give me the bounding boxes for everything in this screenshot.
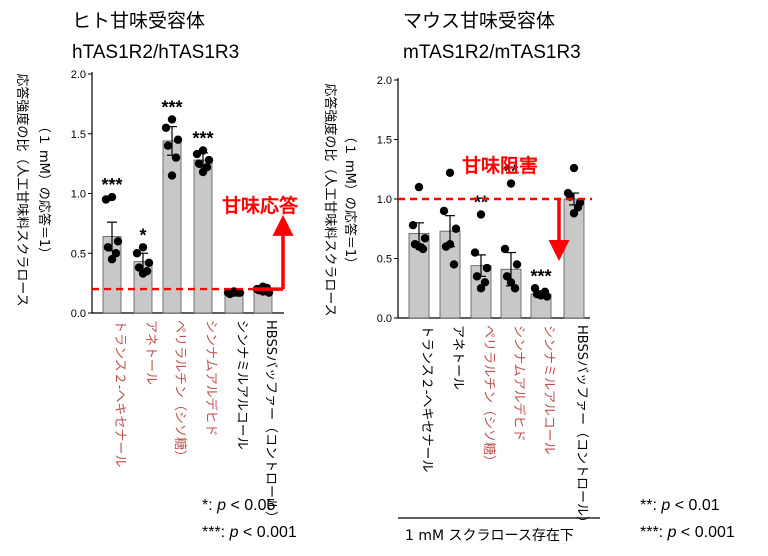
y-tick-label: 0.5 — [71, 248, 86, 260]
data-point — [107, 255, 117, 264]
category-label: HBSSバッファー（コントロール） — [263, 320, 278, 524]
data-point — [476, 284, 486, 293]
data-point — [445, 240, 455, 249]
category-label: シンナミルアルコール — [234, 320, 249, 450]
data-point — [163, 141, 173, 150]
significance-label: ** — [474, 192, 488, 212]
bar — [162, 140, 182, 314]
category-label: ペリラルチン（シソ糖） — [481, 325, 497, 468]
annotation-text: 甘味応答 — [222, 194, 299, 217]
chart-subtitle: hTAS1R2/hTAS1R3 — [72, 42, 239, 63]
data-point — [482, 263, 492, 273]
data-point — [138, 243, 148, 252]
data-point — [476, 210, 486, 219]
data-point — [414, 182, 424, 192]
y-axis-label: 応答強度の比（人工甘味料スクラロース — [322, 83, 338, 316]
data-point — [192, 149, 202, 159]
category-label: HBSSバッファー（コントロール） — [574, 325, 589, 529]
data-point — [480, 278, 490, 287]
data-point — [502, 272, 512, 281]
chart-subtitle: mTAS1R2/mTAS1R3 — [403, 42, 581, 63]
significance-legend: *: p < 0.05 — [202, 497, 276, 514]
y-tick-label: 0.0 — [377, 313, 392, 325]
category-label: トランス２-ヘキセナール — [419, 325, 434, 472]
significance-label: *** — [161, 97, 182, 117]
significance-legend: ***: p < 0.001 — [202, 524, 297, 541]
data-point — [113, 237, 123, 246]
data-point — [144, 258, 154, 268]
data-point — [198, 167, 208, 177]
data-point — [512, 260, 522, 269]
category-label: シンナミルアルコール — [541, 325, 556, 455]
significance-label: * — [139, 225, 146, 245]
data-point — [500, 244, 510, 254]
chart-title: ヒト甘味受容体 — [72, 10, 205, 32]
y-tick-label: 1.0 — [71, 189, 86, 201]
data-point — [414, 242, 424, 251]
annotation-text: 甘味阻害 — [462, 154, 538, 177]
y-tick-label: 1.0 — [377, 194, 392, 206]
significance-legend: ***: p < 0.001 — [640, 524, 735, 541]
data-point — [506, 179, 516, 188]
category-label: シンナムアルデヒド — [511, 325, 527, 441]
data-point — [472, 272, 482, 281]
category-label: アネトール — [143, 320, 158, 385]
significance-label: *** — [530, 266, 551, 286]
data-point — [439, 206, 449, 216]
significance-legend: **: p < 0.01 — [640, 497, 720, 514]
data-point — [101, 195, 111, 204]
data-point — [451, 224, 461, 233]
data-point — [420, 234, 430, 243]
category-label: シンナムアルデヒド — [203, 320, 219, 436]
data-point — [194, 159, 204, 168]
category-label: ペリラルチン（シソ糖） — [172, 320, 188, 463]
data-point — [573, 203, 583, 212]
y-tick-label: 2.0 — [71, 69, 86, 81]
y-tick-label: 2.0 — [377, 75, 392, 87]
data-point — [171, 153, 181, 162]
data-point — [510, 284, 520, 293]
data-point — [470, 248, 480, 257]
y-tick-label: 0.5 — [377, 254, 392, 266]
chart-title: マウス甘味受容体 — [403, 10, 555, 32]
data-point — [569, 163, 579, 173]
data-point — [138, 269, 148, 278]
data-point — [161, 123, 171, 132]
data-point — [569, 209, 579, 218]
footer-text: 1 mM スクラロース存在下 — [405, 528, 574, 544]
data-point — [536, 291, 546, 300]
data-point — [445, 168, 455, 178]
data-point — [167, 171, 177, 180]
significance-label: *** — [101, 175, 122, 195]
data-point — [111, 249, 121, 258]
data-point — [132, 249, 142, 258]
y-tick-label: 1.5 — [71, 129, 86, 141]
data-point — [134, 263, 144, 272]
y-axis-label: 応答強度の比（人工甘味料スクラロース — [14, 73, 30, 306]
data-point — [506, 278, 516, 287]
significance-label: ** — [504, 162, 518, 182]
category-label: アネトール — [450, 325, 465, 390]
data-point — [204, 155, 214, 165]
data-point — [408, 220, 418, 230]
data-point — [167, 115, 177, 124]
mouse-receptor-chart: マウス甘味受容体 mTAS1R2/mTAS1R3 応答強度の比（人工甘味料スクラロー… — [322, 10, 735, 544]
human-receptor-chart: ヒト甘味受容体 hTAS1R2/hTAS1R3 応答強度の比（人工甘味料スクラロース… — [14, 10, 299, 541]
y-axis-label-2: （１ mM）の応答＝1） — [342, 130, 358, 270]
y-tick-label: 0.0 — [71, 308, 86, 320]
category-label: トランス２-ヘキセナール — [112, 320, 127, 467]
data-point — [449, 260, 459, 269]
y-tick-label: 1.5 — [377, 135, 392, 147]
data-point — [173, 135, 183, 144]
y-axis-label-2: （１ mM）の応答＝1） — [36, 120, 52, 260]
data-point — [103, 243, 113, 252]
significance-label: *** — [192, 128, 213, 148]
